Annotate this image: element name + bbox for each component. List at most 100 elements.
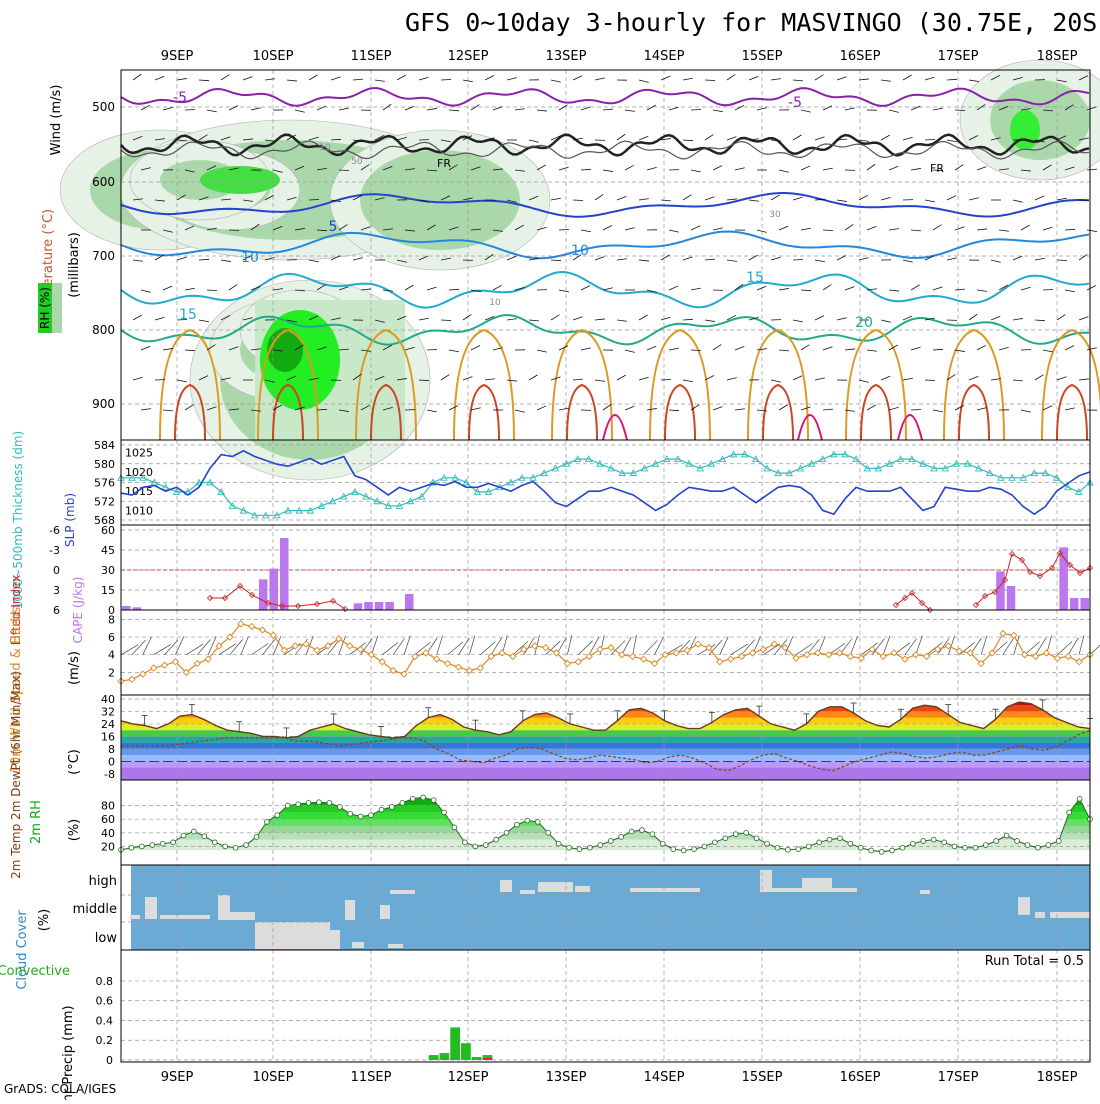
temp-tick-label: 8 <box>108 743 115 756</box>
wind-speed-point <box>913 652 919 658</box>
rh-point <box>1056 839 1061 844</box>
chart-title: GFS 0~10day 3-hourly for MASVINGO (30.75… <box>405 8 1100 37</box>
rh-point <box>567 845 572 850</box>
rh-point <box>139 844 144 849</box>
wind-barb <box>823 230 833 231</box>
li-tick-label: 6 <box>53 604 60 617</box>
wind-barb <box>427 349 437 350</box>
rh-point <box>608 839 613 844</box>
wind-barb <box>911 409 921 410</box>
wind-barb <box>872 639 884 655</box>
wind-barb <box>793 259 803 260</box>
wind-barb <box>1014 635 1020 654</box>
rh-point <box>462 840 467 845</box>
cloud-block <box>145 897 157 919</box>
rh-point <box>546 830 551 835</box>
wind-tick-label: 4 <box>108 649 115 662</box>
rh-point <box>317 800 322 805</box>
rh-high-core-inner <box>267 328 303 372</box>
date-label-top: 17SEP <box>938 49 979 64</box>
wind-barb <box>1025 642 1040 655</box>
wind-barb <box>559 229 569 230</box>
temp-band <box>121 743 1090 749</box>
rh-point <box>577 847 582 852</box>
wind-speed-point <box>151 665 157 671</box>
cape-bar <box>280 538 289 610</box>
temp-band <box>121 724 1090 730</box>
rh-point <box>723 836 728 841</box>
cloud-tick-low: low <box>95 931 118 946</box>
pressure-tick-label: 500 <box>92 100 115 114</box>
wind-barb <box>382 642 398 654</box>
date-label-bottom: 13SEP <box>546 1070 587 1085</box>
isotherm-label-20: 20 <box>855 315 873 331</box>
wind-speed-point <box>760 646 766 652</box>
rh-point <box>306 800 311 805</box>
rh-point <box>1004 833 1009 838</box>
cloud-block <box>345 900 355 920</box>
temp-band <box>121 699 1090 705</box>
wind-axis-label: Wind (m/s) <box>49 85 64 156</box>
rh-tick-label: 40 <box>101 827 115 840</box>
rh-point <box>1015 839 1020 844</box>
wind-speed-point <box>292 643 298 649</box>
wind-barb <box>441 320 451 321</box>
cloud-block <box>520 890 535 894</box>
wind-barb <box>1057 641 1072 654</box>
cape-tick-label: 30 <box>101 564 115 577</box>
cloud-block <box>832 888 857 892</box>
wind-barb <box>622 637 631 655</box>
temp-tick-label: 16 <box>101 730 115 743</box>
cape-bar <box>259 579 268 610</box>
rh-point <box>202 834 207 839</box>
cloud-block <box>160 915 210 919</box>
cloud-block <box>230 912 255 920</box>
date-label-bottom: 16SEP <box>840 1070 881 1085</box>
wind-speed-point <box>162 662 168 668</box>
wind-speed-point <box>619 652 625 658</box>
cape-bar <box>375 602 384 610</box>
wind-barb <box>241 636 249 654</box>
wind-barb <box>469 635 475 654</box>
wind-barb <box>121 645 138 655</box>
rh-point <box>233 845 238 850</box>
rh-point <box>348 811 353 816</box>
rh-point <box>733 832 738 837</box>
rh-point <box>442 810 447 815</box>
precip-type-label: Total / Rain Convective <box>0 964 70 979</box>
rh-point <box>681 848 686 853</box>
rh-point <box>650 832 655 837</box>
rh-bands <box>121 792 1090 860</box>
wind-frame <box>121 610 1090 695</box>
wind-barb <box>207 290 217 291</box>
rh-point <box>369 813 374 818</box>
rh-point <box>660 841 665 846</box>
rh-point <box>264 820 269 825</box>
cape-bar <box>385 602 394 610</box>
rh-tick-label: 80 <box>101 800 115 813</box>
rh-label-50: 50 <box>351 157 363 167</box>
rh-point <box>285 803 290 808</box>
lifted-index-line <box>976 553 1090 605</box>
date-label-top: 9SEP <box>161 49 194 64</box>
rh-point <box>910 841 915 846</box>
cloud-block <box>1050 912 1090 918</box>
wind-speed-point <box>303 641 309 647</box>
wind-barb <box>705 80 715 81</box>
rh-point <box>640 828 645 833</box>
wind-barb <box>691 109 701 110</box>
precip-tick-label: 0.8 <box>96 975 114 988</box>
wind-barb <box>925 380 935 381</box>
rh-point <box>1067 810 1072 815</box>
wind-speed-point <box>641 656 647 662</box>
rh-point <box>619 834 624 839</box>
cloud-block <box>255 922 330 949</box>
rh-point <box>296 802 301 807</box>
date-label-top: 10SEP <box>253 49 294 64</box>
rh-point <box>942 840 947 845</box>
isotherm-label-15-right: 15 <box>746 270 764 286</box>
pressure-tick-label: 800 <box>92 323 115 337</box>
precip-bar <box>429 1055 439 1060</box>
cloud-block <box>630 888 700 892</box>
